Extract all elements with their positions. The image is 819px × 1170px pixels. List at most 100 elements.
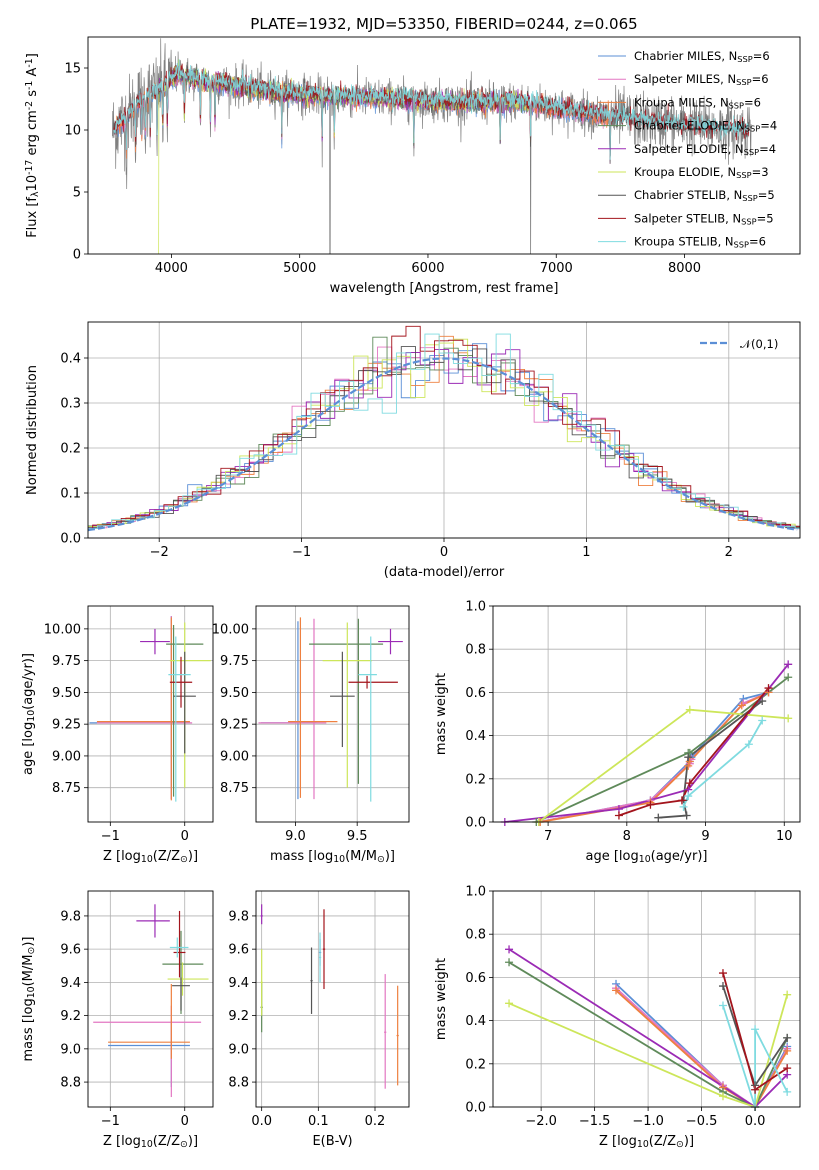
x-axis-label: age [log10​(age/yr)]	[586, 849, 708, 865]
y-tick-label: 8.8	[60, 1076, 81, 1091]
plot-area	[260, 904, 399, 1089]
mass-weight-marker-kroupa_miles	[685, 757, 694, 766]
y-tick-label: 0.0	[60, 532, 81, 547]
mass-weight-marker-chabrier_elodie	[685, 748, 694, 757]
x-tick-label: 0.0	[745, 1114, 766, 1129]
x-tick-label: 10	[776, 829, 793, 844]
x-tick-label: −1	[101, 1114, 120, 1129]
mass-weight-marker-salpeter_stelib	[751, 1085, 760, 1094]
y-tick-label: 9.50	[220, 686, 249, 701]
y-tick-label: 1.0	[465, 600, 486, 615]
mass-vs-metallicity-panel: −1 0 8.8 9.0 9.2 9.4 9.6 9.8 Z [log10​(Z/Z⊙​)] ma…	[21, 890, 214, 1150]
y-tick-label: 9.6	[228, 943, 249, 958]
y-tick-label: 9.75	[220, 654, 249, 669]
histogram-kroupa_elodie	[88, 338, 800, 529]
mass-weight-marker-salpeter_stelib	[718, 969, 727, 978]
chart-title: PLATE=1932, MJD=53350, FIBERID=0244, z=0…	[250, 15, 637, 33]
plot-area	[93, 904, 209, 1098]
legend-label-chabrier_miles: Chabrier MILES, NSSP​=6	[634, 49, 770, 64]
mass-weight-line-chabrier_elodie	[508, 961, 789, 1107]
mass-weight-marker-salpeter_elodie	[784, 660, 793, 669]
x-tick-label: −1.0	[632, 1114, 664, 1129]
y-tick-label: 5	[73, 186, 81, 201]
y-tick-label: 0.2	[465, 772, 486, 787]
legend-label-kroupa_miles: Kroupa MILES, NSSP​=6	[634, 95, 761, 110]
plot-area	[258, 617, 403, 802]
mass-weight-marker-kroupa_elodie	[784, 714, 793, 723]
x-axis-label: wavelength [Angstrom, rest frame]	[330, 281, 559, 296]
y-tick-label: 10	[64, 124, 81, 139]
mass-weight-vs-metallicity-panel: −2.0 −1.5 −1.0 −0.5 0.0 0.0 0.2 0.4 0.6 0.8 1.0 Z […	[434, 885, 801, 1150]
x-axis-label: Z [log10​(Z/Z⊙​)]	[103, 849, 198, 865]
legend-label-salpeter_stelib: Salpeter STELIB, NSSP​=5	[634, 211, 774, 226]
y-tick-label: 9.0	[228, 1042, 249, 1057]
legend-label-kroupa_stelib: Kroupa STELIB, NSSP​=6	[634, 235, 766, 250]
y-tick-label: 9.2	[228, 1009, 249, 1024]
x-axis-label: mass [log10​(M/M⊙​)]	[270, 849, 395, 865]
mass-weight-marker-kroupa_stelib	[679, 802, 688, 811]
axes-frame	[87, 890, 214, 1108]
y-tick-label: 0.3	[60, 397, 81, 412]
y-axis-label: age [log10​(age/yr)]	[21, 653, 37, 775]
y-tick-label: 8.75	[52, 781, 81, 796]
y-tick-label: 9.8	[60, 909, 81, 924]
plot-area	[504, 663, 789, 822]
plot-area	[88, 325, 800, 532]
y-tick-label: 9.4	[228, 976, 249, 991]
x-tick-label: 9	[701, 829, 709, 844]
y-tick-label: 10.00	[212, 622, 249, 637]
model-spectrum-kroupa_stelib	[113, 59, 750, 160]
x-tick-label: −1.5	[579, 1114, 611, 1129]
x-tick-label: 2	[725, 545, 733, 560]
mass-weight-marker-kroupa_elodie	[718, 1092, 727, 1101]
x-tick-label: −1	[292, 545, 311, 560]
axes-frame	[492, 605, 801, 823]
mass-weight-marker-salpeter_stelib	[685, 779, 694, 788]
x-tick-label: 7000	[540, 261, 573, 276]
normal-distribution-curve	[88, 357, 798, 532]
mass-weight-line-kroupa_elodie	[508, 994, 789, 1107]
y-tick-label: 0.8	[465, 643, 486, 658]
x-tick-label: 0	[440, 545, 448, 560]
y-tick-label: 9.8	[228, 909, 249, 924]
x-tick-label: 7	[544, 829, 552, 844]
residual-histogram-panel: −2 −1 0 1 2 0.0 0.1 0.2 0.3 0.4 (data-model)/error…	[25, 321, 801, 580]
x-tick-label: 4000	[155, 261, 188, 276]
y-tick-label: 0.2	[465, 1057, 486, 1072]
legend-label-salpeter_miles: Salpeter MILES, NSSP​=6	[634, 72, 769, 87]
mass-weight-marker-kroupa_miles	[684, 761, 693, 770]
mass-weight-line-salpeter_elodie	[508, 948, 788, 1107]
mass-weight-marker-chabrier_elodie	[784, 673, 793, 682]
y-tick-label: 0.4	[465, 1014, 486, 1029]
mass-weight-marker-kroupa_miles	[783, 1046, 792, 1055]
plot-area	[508, 948, 789, 1107]
plot-area	[112, 38, 752, 254]
mass-weight-marker-kroupa_miles	[612, 986, 621, 995]
mass-weight-marker-salpeter_elodie	[505, 945, 514, 954]
mass-weight-marker-chabrier_stelib	[654, 813, 663, 822]
mass-weight-marker-chabrier_stelib	[718, 982, 727, 991]
mass-weight-line-salpeter_elodie	[504, 663, 789, 822]
mass-weight-marker-kroupa_stelib	[718, 1001, 727, 1010]
y-tick-label: 9.25	[220, 718, 249, 733]
mass-weight-marker-kroupa_stelib	[744, 740, 753, 749]
y-tick-label: 9.75	[52, 654, 81, 669]
y-tick-label: 15	[64, 62, 81, 77]
mass-weight-marker-kroupa_elodie	[783, 990, 792, 999]
mass-weight-marker-kroupa_stelib	[751, 1025, 760, 1034]
x-tick-label: −1	[101, 829, 120, 844]
mass-weight-marker-chabrier_stelib	[783, 1033, 792, 1042]
x-axis-label: Z [log10​(Z/Z⊙​)]	[599, 1134, 694, 1150]
mass-weight-marker-salpeter_stelib	[677, 796, 686, 805]
y-tick-label: 0.6	[465, 971, 486, 986]
x-tick-label: 1	[582, 545, 590, 560]
y-tick-label: 8.75	[220, 781, 249, 796]
x-tick-label: 0.0	[251, 1114, 272, 1129]
histogram-kroupa_stelib	[88, 333, 800, 530]
y-tick-label: 9.2	[60, 1009, 81, 1024]
x-tick-label: −2.0	[525, 1114, 557, 1129]
histogram-salpeter_elodie	[88, 349, 800, 529]
y-tick-label: 0.8	[465, 928, 486, 943]
mass-weight-marker-salpeter_stelib	[783, 1064, 792, 1073]
